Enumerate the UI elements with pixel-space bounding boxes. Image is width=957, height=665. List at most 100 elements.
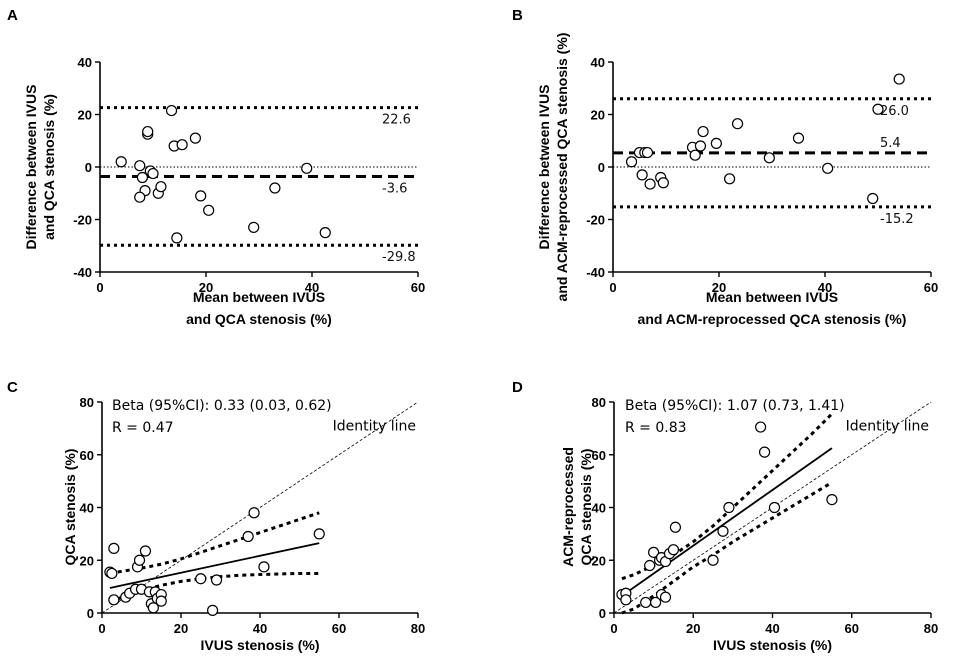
data-point — [108, 542, 120, 554]
data-point — [768, 501, 781, 514]
y-tick-label: 20 — [78, 108, 92, 123]
data-point — [625, 156, 638, 168]
panel-b — [608, 61, 932, 277]
identity-line-label: Identity line — [846, 419, 929, 435]
data-point — [106, 567, 118, 580]
panel-d — [609, 401, 932, 618]
y-tick-label: 40 — [78, 55, 92, 70]
y-tick-label: 60 — [80, 448, 94, 463]
ci-lower-band — [621, 481, 833, 615]
data-point — [763, 152, 775, 164]
data-point — [723, 173, 736, 185]
data-point — [707, 554, 719, 566]
data-point — [313, 528, 325, 540]
data-point — [689, 149, 701, 161]
lower-loa-label: -15.2 — [880, 212, 914, 227]
data-point — [207, 604, 219, 616]
data-point — [641, 146, 654, 159]
y-tick-label: 20 — [80, 553, 94, 568]
data-point — [893, 73, 905, 85]
data-point — [147, 602, 159, 614]
y-tick-label: 0 — [85, 160, 92, 175]
y-tick-label: -40 — [73, 265, 92, 280]
y-tick-label: 0 — [598, 160, 605, 175]
data-point — [657, 177, 669, 189]
y-tick-label: -40 — [586, 265, 605, 280]
data-point — [697, 125, 709, 138]
data-point — [640, 596, 652, 609]
data-point — [210, 574, 223, 586]
data-point — [134, 160, 146, 172]
data-point — [139, 545, 152, 557]
data-point — [248, 221, 260, 233]
panel-letter: A — [7, 7, 18, 24]
data-point — [867, 192, 879, 205]
y-axis-title: Difference between IVUS — [536, 85, 552, 250]
y-axis-title: and QCA stenosis (%) — [41, 94, 57, 240]
y-axis-title: QCA stenosis (%) — [62, 449, 78, 566]
y-tick-label: -20 — [73, 213, 92, 228]
lower-loa-label: -29.8 — [382, 250, 416, 265]
x-tick-label: 20 — [199, 280, 213, 295]
x-tick-label: 0 — [96, 280, 103, 295]
y-tick-label: 20 — [591, 108, 605, 123]
data-point — [258, 561, 270, 573]
ci-lower-band — [109, 571, 320, 604]
panel-a — [95, 61, 419, 277]
upper-loa-label: 22.6 — [382, 113, 411, 128]
data-point — [248, 507, 260, 519]
data-point — [822, 162, 834, 174]
x-axis-title: Mean between IVUS — [706, 289, 838, 305]
data-point — [136, 171, 148, 184]
x-tick-label: 20 — [174, 621, 188, 636]
x-tick-label: 20 — [686, 621, 700, 636]
data-point — [792, 132, 805, 144]
data-point — [155, 181, 167, 193]
y-tick-label: -20 — [586, 213, 605, 228]
panel-letter: D — [512, 379, 523, 396]
data-point — [319, 227, 331, 239]
data-point — [644, 178, 656, 190]
data-point — [269, 182, 281, 194]
x-tick-label: 0 — [98, 621, 105, 636]
x-axis-title: IVUS stenosis (%) — [200, 637, 319, 653]
data-point — [195, 573, 207, 585]
x-tick-label: 0 — [609, 280, 616, 295]
data-point — [242, 530, 254, 543]
data-point — [203, 204, 215, 216]
beta-annotation: Beta (95%CI): 1.07 (0.73, 1.41) — [625, 398, 845, 414]
panel-c — [97, 401, 419, 618]
y-tick-label: 80 — [80, 395, 94, 410]
x-axis-title: and ACM-reprocessed QCA stenosis (%) — [638, 311, 907, 327]
x-tick-label: 40 — [765, 621, 779, 636]
y-tick-label: 20 — [592, 553, 606, 568]
mean-difference-label: -3.6 — [382, 181, 407, 196]
identity-line — [101, 401, 419, 614]
data-point — [189, 132, 201, 144]
data-point — [165, 104, 178, 117]
y-axis-title: QCA stenosis (%) — [578, 449, 594, 566]
y-tick-label: 80 — [592, 395, 606, 410]
data-point — [669, 521, 682, 533]
x-axis-title: Mean between IVUS — [193, 289, 325, 305]
data-point — [694, 140, 707, 152]
y-tick-label: 0 — [87, 606, 94, 621]
data-point — [659, 591, 672, 603]
data-point — [755, 421, 767, 433]
x-tick-label: 40 — [305, 280, 319, 295]
data-point — [301, 162, 313, 174]
regression-line — [109, 542, 320, 589]
x-tick-label: 40 — [253, 621, 267, 636]
identity-line-label: Identity line — [333, 419, 416, 435]
data-point — [195, 190, 207, 202]
y-axis-title: ACM-reprocessed — [560, 447, 576, 567]
data-point — [650, 596, 662, 609]
x-tick-label: 60 — [411, 280, 425, 295]
data-point — [826, 493, 838, 506]
data-point — [620, 594, 632, 606]
x-axis-title: IVUS stenosis (%) — [713, 637, 832, 653]
regression-line — [621, 447, 833, 597]
x-tick-label: 60 — [332, 621, 346, 636]
y-tick-label: 40 — [591, 55, 605, 70]
